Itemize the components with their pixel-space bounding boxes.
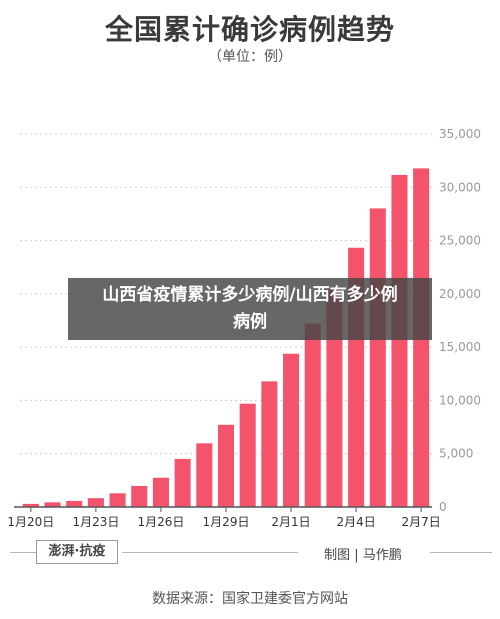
bar xyxy=(304,323,321,507)
x-tick-label: 1月29日 xyxy=(203,515,250,529)
y-tick-label: 0 xyxy=(439,500,447,514)
y-tick-label: 15,000 xyxy=(439,340,481,354)
data-source: 数据来源：国家卫建委官方网站 xyxy=(152,591,348,607)
y-tick-label: 25,000 xyxy=(439,234,481,248)
bar xyxy=(261,381,278,507)
bar xyxy=(174,458,191,507)
y-axis-ticks: 0 5,000 10,000 15,000 20,000 25,000 30,000 35,0… xyxy=(439,127,481,514)
bar xyxy=(217,424,235,507)
bar xyxy=(391,174,408,507)
footer-divider-middle xyxy=(122,552,298,553)
chart-title: 全国累计确诊病例趋势 xyxy=(104,13,395,46)
chart-subtitle: （单位：例） xyxy=(208,49,292,65)
bar xyxy=(44,502,61,507)
x-tick-label: 1月20日 xyxy=(7,515,54,529)
bar xyxy=(109,493,126,507)
headline-overlay: 山西省疫情累计多少病例/山西有多少例病例 xyxy=(68,278,432,340)
bar xyxy=(326,289,343,507)
x-tick-label: 2月1日 xyxy=(271,515,310,529)
x-tick-label: 2月4日 xyxy=(336,515,375,529)
x-tick-label: 2月7日 xyxy=(402,515,441,529)
y-tick-label: 30,000 xyxy=(439,180,481,194)
x-tick-label: 1月23日 xyxy=(72,515,119,529)
bar xyxy=(283,353,300,507)
y-tick-label: 10,000 xyxy=(439,393,481,407)
y-tick-label: 35,000 xyxy=(439,127,481,141)
chart-credit: 制图 | 马作鹏 xyxy=(300,544,426,563)
x-axis-ticks: 1月20日 1月23日 1月26日 1月29日 2月1日 2月4日 2月7日 xyxy=(7,507,441,529)
y-tick-label: 5,000 xyxy=(439,447,473,461)
y-tick-label: 20,000 xyxy=(439,287,481,301)
footer-divider-right xyxy=(430,552,492,553)
bar xyxy=(66,500,83,507)
bar xyxy=(22,503,39,507)
publisher-logo: 澎湃·抗疫 xyxy=(36,540,118,564)
bar xyxy=(196,443,213,507)
bar xyxy=(152,477,169,507)
bar xyxy=(369,208,386,507)
bar xyxy=(87,498,104,507)
bar xyxy=(239,403,256,507)
headline-text: 山西省疫情累计多少病例/山西有多少例病例 xyxy=(102,285,398,332)
footer-divider-left xyxy=(10,552,40,553)
x-tick-label: 1月26日 xyxy=(137,515,184,529)
bar xyxy=(131,485,148,507)
